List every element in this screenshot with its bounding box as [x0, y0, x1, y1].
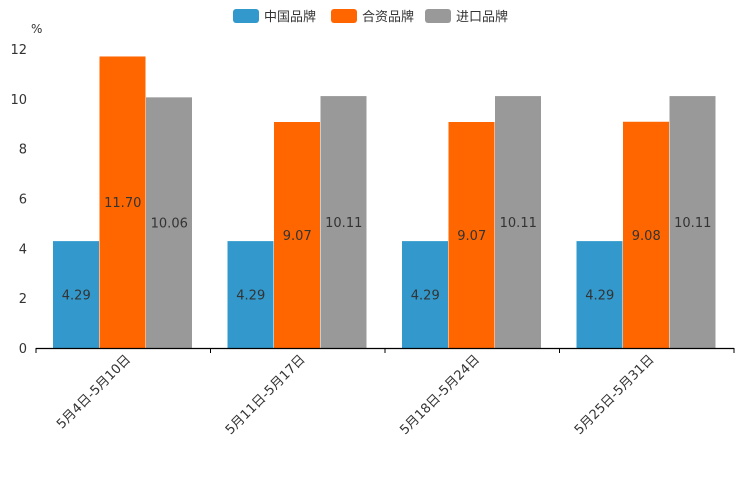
- data-label-1-2: 4.29: [236, 289, 265, 304]
- legend-swatch-1[interactable]: [233, 9, 259, 23]
- y-tick-label: 4: [19, 242, 27, 257]
- y-tick-label: 8: [19, 143, 27, 158]
- y-tick-label: 2: [19, 292, 27, 307]
- bar-2-4[interactable]: [623, 121, 669, 348]
- bar-3-4[interactable]: [669, 96, 716, 348]
- y-axis-unit-label: %: [31, 22, 42, 36]
- legend-label-1[interactable]: 中国品牌: [264, 9, 316, 25]
- data-label-3-4: 10.11: [674, 216, 711, 231]
- data-label-2-3: 9.07: [457, 229, 486, 244]
- bar-1-3[interactable]: [402, 241, 448, 348]
- bar-1-1[interactable]: [53, 241, 99, 348]
- bar-1-2[interactable]: [227, 241, 274, 348]
- data-label-1-4: 4.29: [585, 289, 614, 304]
- x-category-label-4: 5月25日-5月31日: [572, 352, 658, 438]
- x-category-label-1: 5月4日-5月10日: [54, 352, 134, 432]
- data-label-1-1: 4.29: [62, 289, 91, 304]
- data-label-3-3: 10.11: [500, 216, 537, 231]
- legend-swatch-2[interactable]: [331, 9, 357, 23]
- bar-2-2[interactable]: [274, 122, 320, 349]
- y-tick-label: 12: [10, 43, 27, 58]
- bar-3-1[interactable]: [146, 97, 192, 348]
- data-label-2-4: 9.08: [632, 229, 661, 244]
- legend: 中国品牌 合资品牌 进口品牌: [233, 9, 508, 25]
- x-category-label-3: 5月18日-5月24日: [397, 352, 483, 438]
- bar-series-group: 4.29 11.70 10.06 4.29 9.07 10.11 4.29 9.07 10.11…: [53, 56, 716, 349]
- y-tick-label: 6: [19, 193, 27, 208]
- legend-label-2[interactable]: 合资品牌: [362, 9, 414, 25]
- data-label-3-1: 10.06: [151, 217, 188, 232]
- legend-swatch-3[interactable]: [425, 9, 451, 23]
- x-axis: 5月4日-5月10日 5月11日-5月17日 5月18日-5月24日 5月25日-5月…: [35, 347, 735, 438]
- data-label-3-2: 10.11: [325, 216, 362, 231]
- data-label-2-2: 9.07: [283, 229, 312, 244]
- legend-label-3[interactable]: 进口品牌: [456, 9, 508, 25]
- bar-3-3[interactable]: [495, 96, 541, 348]
- x-category-label-2: 5月11日-5月17日: [223, 352, 309, 438]
- bar-1-4[interactable]: [576, 241, 623, 348]
- y-axis: 0 2 4 6 8 10 12: [10, 43, 27, 357]
- bar-2-1[interactable]: [99, 56, 146, 348]
- data-label-1-3: 4.29: [411, 289, 440, 304]
- y-tick-label: 10: [10, 93, 27, 108]
- bar-3-2[interactable]: [320, 96, 367, 348]
- data-label-2-1: 11.70: [104, 196, 141, 211]
- y-tick-label: 0: [19, 342, 27, 357]
- bar-2-3[interactable]: [448, 122, 495, 349]
